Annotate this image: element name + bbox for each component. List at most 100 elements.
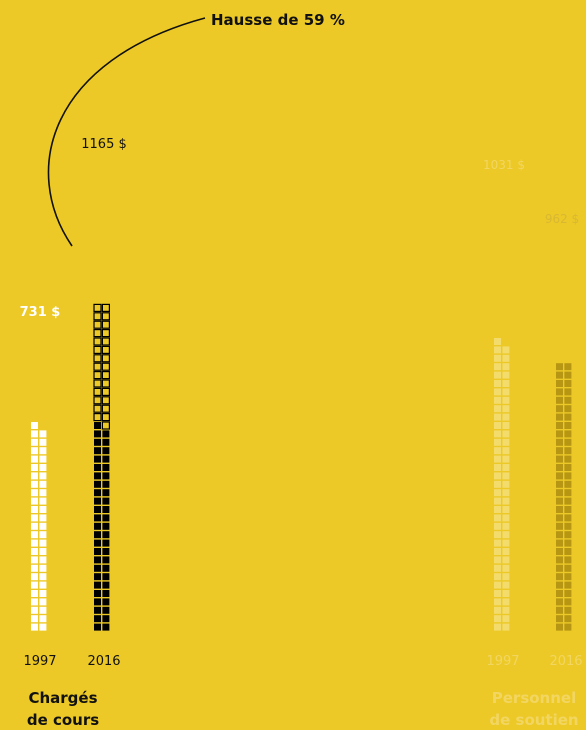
waffle-cell-personnel-de-soutien-2016 <box>556 606 563 614</box>
waffle-cell-charg-s-de-cours-2016 <box>94 564 101 572</box>
waffle-cell-personnel-de-soutien-2016 <box>564 514 572 522</box>
waffle-cell-charg-s-de-cours-2016 <box>101 362 111 371</box>
waffle-cell-personnel-de-soutien-1997 <box>494 522 501 530</box>
waffle-cell-charg-s-de-cours-2016 <box>101 396 111 405</box>
waffle-cell-personnel-de-soutien-2016 <box>556 396 563 404</box>
waffle-cell-personnel-de-soutien-2016 <box>556 598 563 606</box>
waffle-cell-charg-s-de-cours-1997 <box>31 430 38 438</box>
waffle-cell-charg-s-de-cours-2016 <box>94 531 101 539</box>
waffle-cell-charg-s-de-cours-2016 <box>101 329 111 338</box>
waffle-cell-charg-s-de-cours-2016 <box>94 489 101 497</box>
waffle-cell-personnel-de-soutien-2016 <box>564 506 572 513</box>
waffle-cell-personnel-de-soutien-2016 <box>564 548 572 555</box>
waffle-cell-charg-s-de-cours-2016 <box>102 531 110 539</box>
waffle-cell-personnel-de-soutien-1997 <box>502 472 510 480</box>
waffle-cell-personnel-de-soutien-1997 <box>502 514 510 522</box>
waffle-cell-charg-s-de-cours-2016 <box>102 556 110 564</box>
waffle-cell-personnel-de-soutien-2016 <box>556 405 563 413</box>
waffle-cell-personnel-de-soutien-1997 <box>494 413 501 421</box>
waffle-cell-personnel-de-soutien-1997 <box>494 455 501 463</box>
waffle-cell-personnel-de-soutien-2016 <box>556 556 563 564</box>
value-label-charges-1997: 731 $ <box>20 305 61 320</box>
waffle-cell-charg-s-de-cours-1997 <box>39 590 47 597</box>
waffle-cell-personnel-de-soutien-1997 <box>494 573 501 581</box>
waffle-cell-personnel-de-soutien-1997 <box>494 422 501 429</box>
value-label-charges-2016: 1165 $ <box>81 137 127 152</box>
waffle-cell-personnel-de-soutien-2016 <box>556 531 563 539</box>
waffle-cell-charg-s-de-cours-1997 <box>31 514 38 522</box>
waffle-cell-charg-s-de-cours-2016 <box>101 404 111 413</box>
waffle-cell-personnel-de-soutien-2016 <box>556 514 563 522</box>
waffle-cell-personnel-de-soutien-1997 <box>502 556 510 564</box>
waffle-cell-personnel-de-soutien-1997 <box>494 623 501 631</box>
waffle-cell-charg-s-de-cours-1997 <box>39 615 47 623</box>
waffle-cell-charg-s-de-cours-2016 <box>102 615 110 623</box>
waffle-cell-personnel-de-soutien-1997 <box>502 489 510 497</box>
waffle-cell-personnel-de-soutien-2016 <box>564 371 572 379</box>
waffle-cell-personnel-de-soutien-2016 <box>564 581 572 589</box>
waffle-cell-charg-s-de-cours-1997 <box>31 447 38 455</box>
waffle-cell-personnel-de-soutien-1997 <box>494 531 501 539</box>
waffle-cell-personnel-de-soutien-1997 <box>502 388 510 396</box>
waffle-cell-charg-s-de-cours-2016 <box>94 598 101 606</box>
waffle-cell-personnel-de-soutien-1997 <box>502 548 510 555</box>
waffle-cell-personnel-de-soutien-1997 <box>502 581 510 589</box>
waffle-cell-personnel-de-soutien-2016 <box>556 464 563 471</box>
waffle-cell-personnel-de-soutien-1997 <box>502 522 510 530</box>
waffle-cell-charg-s-de-cours-1997 <box>39 480 47 488</box>
waffle-cell-charg-s-de-cours-1997 <box>39 497 47 505</box>
waffle-cell-charg-s-de-cours-2016 <box>94 623 101 631</box>
waffle-cell-personnel-de-soutien-2016 <box>564 472 572 480</box>
waffle-cell-personnel-de-soutien-2016 <box>556 590 563 597</box>
year-label-soutien-2016: 2016 <box>549 654 582 669</box>
waffle-cell-charg-s-de-cours-1997 <box>39 539 47 547</box>
waffle-cell-personnel-de-soutien-1997 <box>494 556 501 564</box>
waffle-cell-charg-s-de-cours-1997 <box>39 581 47 589</box>
waffle-cell-charg-s-de-cours-2016 <box>94 480 101 488</box>
waffle-cell-personnel-de-soutien-2016 <box>564 615 572 623</box>
waffle-cell-personnel-de-soutien-2016 <box>564 522 572 530</box>
group-label-charges-line2: de cours <box>27 711 99 729</box>
waffle-cell-charg-s-de-cours-1997 <box>31 590 38 597</box>
waffle-cell-charg-s-de-cours-2016 <box>101 387 111 396</box>
waffle-cell-charg-s-de-cours-2016 <box>93 329 102 338</box>
waffle-cell-charg-s-de-cours-2016 <box>93 345 102 354</box>
waffle-cell-charg-s-de-cours-1997 <box>39 506 47 513</box>
waffle-cell-personnel-de-soutien-2016 <box>564 380 572 387</box>
waffle-cell-charg-s-de-cours-2016 <box>102 489 110 497</box>
waffle-cell-charg-s-de-cours-2016 <box>102 590 110 597</box>
waffle-cell-charg-s-de-cours-1997 <box>39 464 47 471</box>
waffle-cell-charg-s-de-cours-2016 <box>93 354 102 363</box>
waffle-cell-personnel-de-soutien-1997 <box>494 438 501 446</box>
waffle-cell-personnel-de-soutien-2016 <box>564 413 572 421</box>
waffle-cell-charg-s-de-cours-2016 <box>94 447 101 455</box>
waffle-cell-charg-s-de-cours-1997 <box>31 522 38 530</box>
waffle-cell-personnel-de-soutien-1997 <box>502 623 510 631</box>
waffle-cell-personnel-de-soutien-1997 <box>494 472 501 480</box>
waffle-cell-charg-s-de-cours-1997 <box>31 472 38 480</box>
waffle-cell-charg-s-de-cours-1997 <box>31 480 38 488</box>
value-label-soutien-1997: 1031 $ <box>483 158 525 172</box>
waffle-cell-charg-s-de-cours-1997 <box>39 472 47 480</box>
group-label-charges-line1: Chargés <box>28 689 97 707</box>
waffle-cell-personnel-de-soutien-2016 <box>564 497 572 505</box>
waffle-cell-personnel-de-soutien-2016 <box>556 581 563 589</box>
waffle-cell-personnel-de-soutien-1997 <box>502 573 510 581</box>
waffle-cell-charg-s-de-cours-2016 <box>93 387 102 396</box>
waffle-cell-personnel-de-soutien-2016 <box>564 598 572 606</box>
waffle-cell-personnel-de-soutien-1997 <box>494 396 501 404</box>
waffle-cell-charg-s-de-cours-2016 <box>94 422 101 429</box>
waffle-cell-charg-s-de-cours-1997 <box>39 531 47 539</box>
waffle-cell-charg-s-de-cours-2016 <box>94 472 101 480</box>
waffle-cell-charg-s-de-cours-2016 <box>102 497 110 505</box>
waffle-cell-charg-s-de-cours-1997 <box>31 606 38 614</box>
waffle-cell-personnel-de-soutien-1997 <box>494 464 501 471</box>
waffle-cell-charg-s-de-cours-1997 <box>31 489 38 497</box>
waffle-cell-personnel-de-soutien-2016 <box>556 380 563 387</box>
bars-layer <box>31 303 572 631</box>
waffle-cell-personnel-de-soutien-1997 <box>502 480 510 488</box>
waffle-cell-personnel-de-soutien-1997 <box>502 422 510 429</box>
waffle-cell-personnel-de-soutien-2016 <box>556 447 563 455</box>
waffle-cell-charg-s-de-cours-2016 <box>102 472 110 480</box>
